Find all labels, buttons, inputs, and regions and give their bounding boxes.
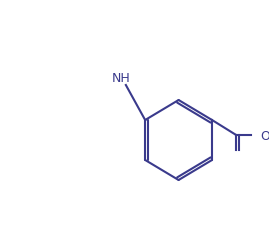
Text: NH: NH — [112, 71, 130, 84]
Text: O: O — [260, 129, 269, 142]
